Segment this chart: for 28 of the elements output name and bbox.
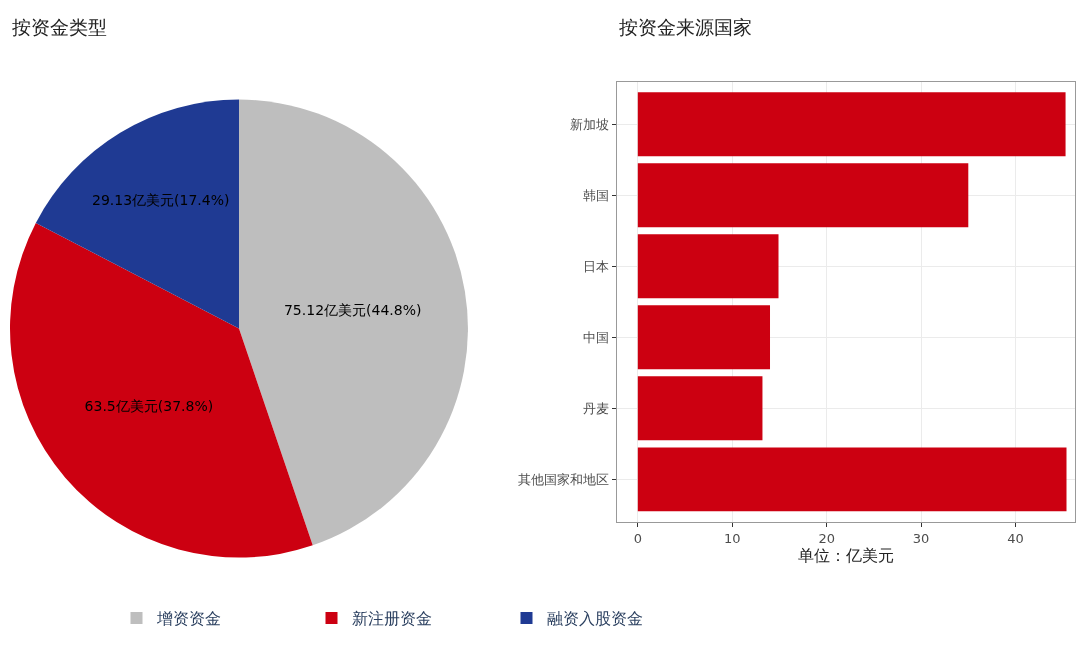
x-tick-label: 0 (633, 530, 642, 546)
y-tick-label: 中国 (583, 329, 610, 345)
bar (637, 163, 969, 228)
bar (637, 92, 1066, 157)
data-label: 63.5亿美元(37.8%) (84, 397, 214, 414)
bar (637, 234, 779, 299)
chart-title: 按资金来源国家 (619, 16, 752, 38)
x-axis-title: 单位：亿美元 (798, 545, 895, 565)
bar (637, 376, 763, 441)
bar (637, 447, 1067, 512)
x-tick-label: 20 (818, 530, 835, 546)
y-tick-label: 丹麦 (583, 400, 610, 416)
x-tick-label: 40 (1007, 530, 1024, 546)
legend-label: 新注册资金 (351, 609, 432, 629)
data-label: 29.13亿美元(17.4%) (92, 191, 230, 208)
legend-label: 增资资金 (155, 609, 221, 629)
y-tick-label: 新加坡 (570, 116, 610, 132)
y-tick-label: 韩国 (583, 187, 610, 203)
x-tick-label: 30 (912, 530, 930, 546)
pie-slice (35, 99, 239, 329)
y-tick-label: 其他国家和地区 (518, 471, 610, 487)
x-tick-label: 10 (723, 530, 741, 546)
bar (637, 305, 771, 370)
legend-label: 融资入股资金 (546, 609, 643, 629)
pie-slice (238, 99, 468, 546)
data-label: 75.12亿美元(44.8%) (283, 301, 422, 318)
y-tick-label: 日本 (583, 258, 610, 274)
chart-title: 按资金类型 (12, 16, 107, 38)
